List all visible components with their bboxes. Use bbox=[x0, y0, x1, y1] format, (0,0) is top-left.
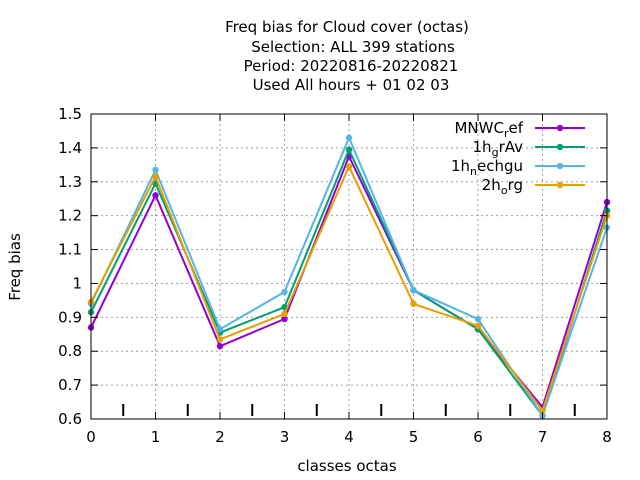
x-axis-label: classes octas bbox=[297, 457, 397, 475]
y-axis: 0.6 0.7 0.8 0.9 1 1.1 1.2 1.3 1.4 1.5 bbox=[58, 105, 607, 428]
x-tick-label: 8 bbox=[602, 428, 612, 446]
data-point bbox=[345, 146, 353, 153]
x-axis: 0 1 2 3 4 5 6 7 8 bbox=[86, 114, 612, 446]
data-point bbox=[345, 163, 353, 170]
data-point bbox=[152, 192, 159, 199]
series-MNWC_ref bbox=[87, 153, 611, 411]
data-point bbox=[345, 134, 353, 141]
data-point bbox=[216, 325, 224, 333]
legend-entry: 2horg bbox=[482, 176, 585, 197]
data-point bbox=[281, 310, 288, 318]
x-tick-label: 6 bbox=[473, 428, 483, 446]
series-1h_grAv bbox=[87, 146, 611, 419]
legend-swatch-marker bbox=[556, 181, 564, 189]
title-line-3: Period: 20220816-20220821 bbox=[244, 57, 459, 75]
x-tick-label: 4 bbox=[344, 428, 354, 446]
legend-entry: 1hnechgu bbox=[451, 157, 585, 178]
y-tick-label: 1 bbox=[72, 274, 82, 292]
grid bbox=[91, 114, 607, 419]
data-point bbox=[474, 322, 482, 330]
legend-label: 2horg bbox=[482, 176, 523, 197]
x-tick-label: 3 bbox=[280, 428, 290, 446]
x-tick-label: 1 bbox=[151, 428, 161, 446]
minor-ticks bbox=[122, 404, 576, 416]
x-tick-label: 5 bbox=[409, 428, 419, 446]
data-point bbox=[410, 287, 417, 294]
title-line-2: Selection: ALL 399 stations bbox=[251, 38, 455, 56]
data-point bbox=[152, 173, 159, 180]
y-tick-label: 0.7 bbox=[58, 376, 82, 394]
legend-label: 1hnechgu bbox=[451, 157, 523, 178]
legend-entry: 1hgrAv bbox=[473, 138, 585, 159]
title-line-4: Used All hours + 01 02 03 bbox=[253, 76, 450, 94]
y-tick-label: 0.6 bbox=[58, 410, 82, 428]
x-tick-label: 7 bbox=[538, 428, 548, 446]
data-point bbox=[216, 336, 224, 343]
data-point bbox=[281, 315, 288, 323]
legend-swatch-marker bbox=[556, 143, 564, 151]
y-tick-label: 1.2 bbox=[58, 207, 82, 225]
y-tick-label: 1.4 bbox=[58, 139, 82, 157]
data-point bbox=[474, 315, 482, 323]
y-tick-label: 1.3 bbox=[58, 173, 82, 191]
legend-label: 1hgrAv bbox=[473, 138, 524, 159]
chart-title: Freq bias for Cloud cover (octas) Select… bbox=[225, 18, 469, 94]
legend-swatch-marker bbox=[556, 162, 564, 170]
y-axis-label: Freq bias bbox=[6, 233, 24, 301]
data-point bbox=[539, 407, 546, 414]
x-tick-label: 0 bbox=[86, 428, 96, 446]
x-tick-label: 2 bbox=[215, 428, 225, 446]
data-point bbox=[216, 342, 224, 350]
series-layer bbox=[87, 134, 611, 419]
y-tick-label: 0.8 bbox=[58, 342, 82, 360]
title-line-1: Freq bias for Cloud cover (octas) bbox=[225, 18, 469, 36]
data-point bbox=[281, 288, 288, 296]
series-1h_nechgu bbox=[87, 134, 611, 419]
y-tick-label: 0.9 bbox=[58, 308, 82, 326]
y-tick-label: 1.1 bbox=[58, 241, 82, 259]
legend-swatch-marker bbox=[556, 124, 564, 132]
legend-entry: MNWCref bbox=[454, 119, 585, 140]
y-tick-label: 1.5 bbox=[58, 105, 82, 123]
data-point bbox=[410, 300, 417, 307]
data-point bbox=[152, 166, 159, 174]
legend-label: MNWCref bbox=[454, 119, 523, 140]
